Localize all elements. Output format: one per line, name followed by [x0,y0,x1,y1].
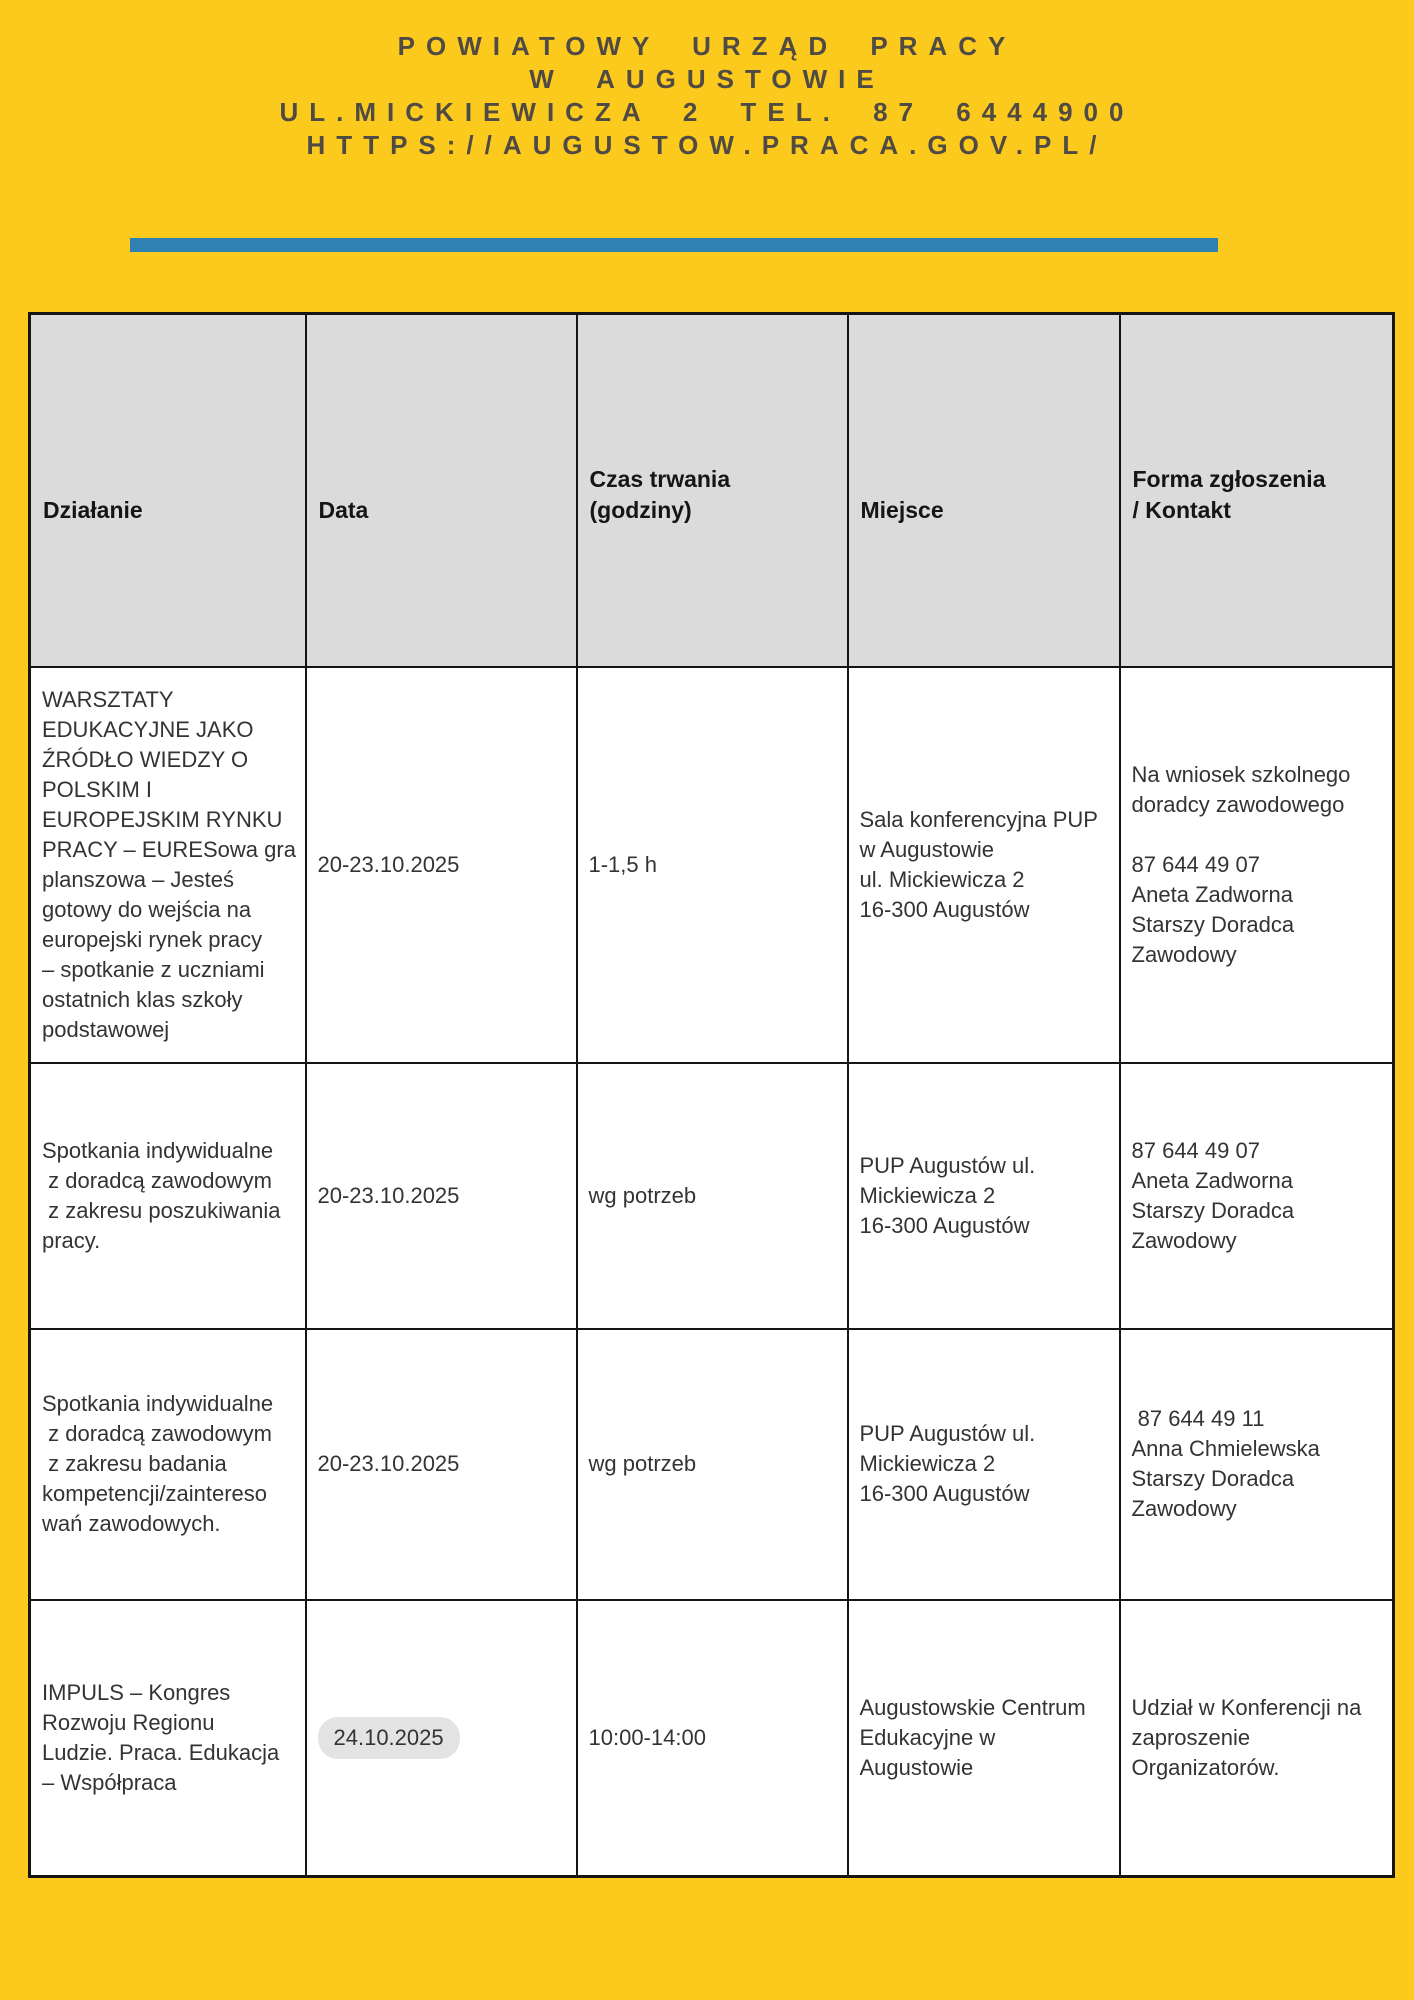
date-highlight-pill: 24.10.2025 [317,1716,460,1759]
cell-data: 20-23.10.2025 [304,1061,578,1330]
column-header-czas-trwania: Czas trwania (godziny) [575,312,849,668]
cell-miejsce: PUP Augustów ul. Mickiewicza 2 16-300 Au… [846,1061,1121,1330]
cell-miejsce: Augustowskie Centrum Edukacyjne w August… [846,1598,1121,1878]
schedule-table: Działanie Data Czas trwania (godziny) Mi… [28,312,1395,1878]
table-row-spotkania-badanie: Spotkania indywidualne z doradcą zawodow… [28,1327,1395,1601]
cell-forma: 87 644 49 07 Aneta Zadworna Starszy Dora… [1118,1061,1395,1330]
cell-data: 24.10.2025 [304,1598,578,1878]
cell-dzialanie: WARSZTATY EDUKACYJNE JAKO ŹRÓDŁO WIEDZY … [28,665,307,1064]
header-row: Działanie Data Czas trwania (godziny) Mi… [28,312,1395,668]
cell-data: 20-23.10.2025 [304,665,578,1064]
column-header-data: Data [304,312,578,668]
divider-bar [130,238,1218,252]
cell-dzialanie: Spotkania indywidualne z doradcą zawodow… [28,1061,307,1330]
cell-czas: 1-1,5 h [575,665,849,1064]
letterhead-line-office: POWIATOWY URZĄD PRACY [397,31,1017,61]
table-row-impuls-kongres: IMPULS – Kongres Rozwoju Regionu Ludzie.… [28,1598,1395,1878]
letterhead-line-website: HTTPS://AUGUSTOW.PRACA.GOV.PL/ [306,130,1108,160]
table-row-spotkania-poszukiwanie: Spotkania indywidualne z doradcą zawodow… [28,1061,1395,1330]
table-row-warsztaty: WARSZTATY EDUKACYJNE JAKO ŹRÓDŁO WIEDZY … [28,665,1395,1064]
column-header-miejsce: Miejsce [846,312,1121,668]
letterhead-line-address-phone: UL.MICKIEWICZA 2 TEL. 87 6444900 [279,97,1135,127]
cell-data: 20-23.10.2025 [304,1327,578,1601]
column-header-dzialanie: Działanie [28,312,307,668]
cell-czas: wg potrzeb [575,1061,849,1330]
column-header-forma-zgloszenia: Forma zgłoszenia / Kontakt [1118,312,1395,668]
cell-forma: Udział w Konferencji na zaproszenie Orga… [1118,1598,1395,1878]
cell-miejsce: Sala konferencyjna PUP w Augustowie ul. … [846,665,1121,1064]
cell-forma: 87 644 49 11 Anna Chmielewska Starszy Do… [1118,1327,1395,1601]
letterhead: POWIATOWY URZĄD PRACY W AUGUSTOWIE UL.MI… [0,30,1414,162]
cell-czas: 10:00-14:00 [575,1598,849,1878]
cell-czas: wg potrzeb [575,1327,849,1601]
letterhead-line-city: W AUGUSTOWIE [529,64,885,94]
cell-dzialanie: IMPULS – Kongres Rozwoju Regionu Ludzie.… [28,1598,307,1878]
cell-forma: Na wniosek szkolnego doradcy zawodowego … [1118,665,1395,1064]
cell-miejsce: PUP Augustów ul. Mickiewicza 2 16-300 Au… [846,1327,1121,1601]
cell-dzialanie: Spotkania indywidualne z doradcą zawodow… [28,1327,307,1601]
